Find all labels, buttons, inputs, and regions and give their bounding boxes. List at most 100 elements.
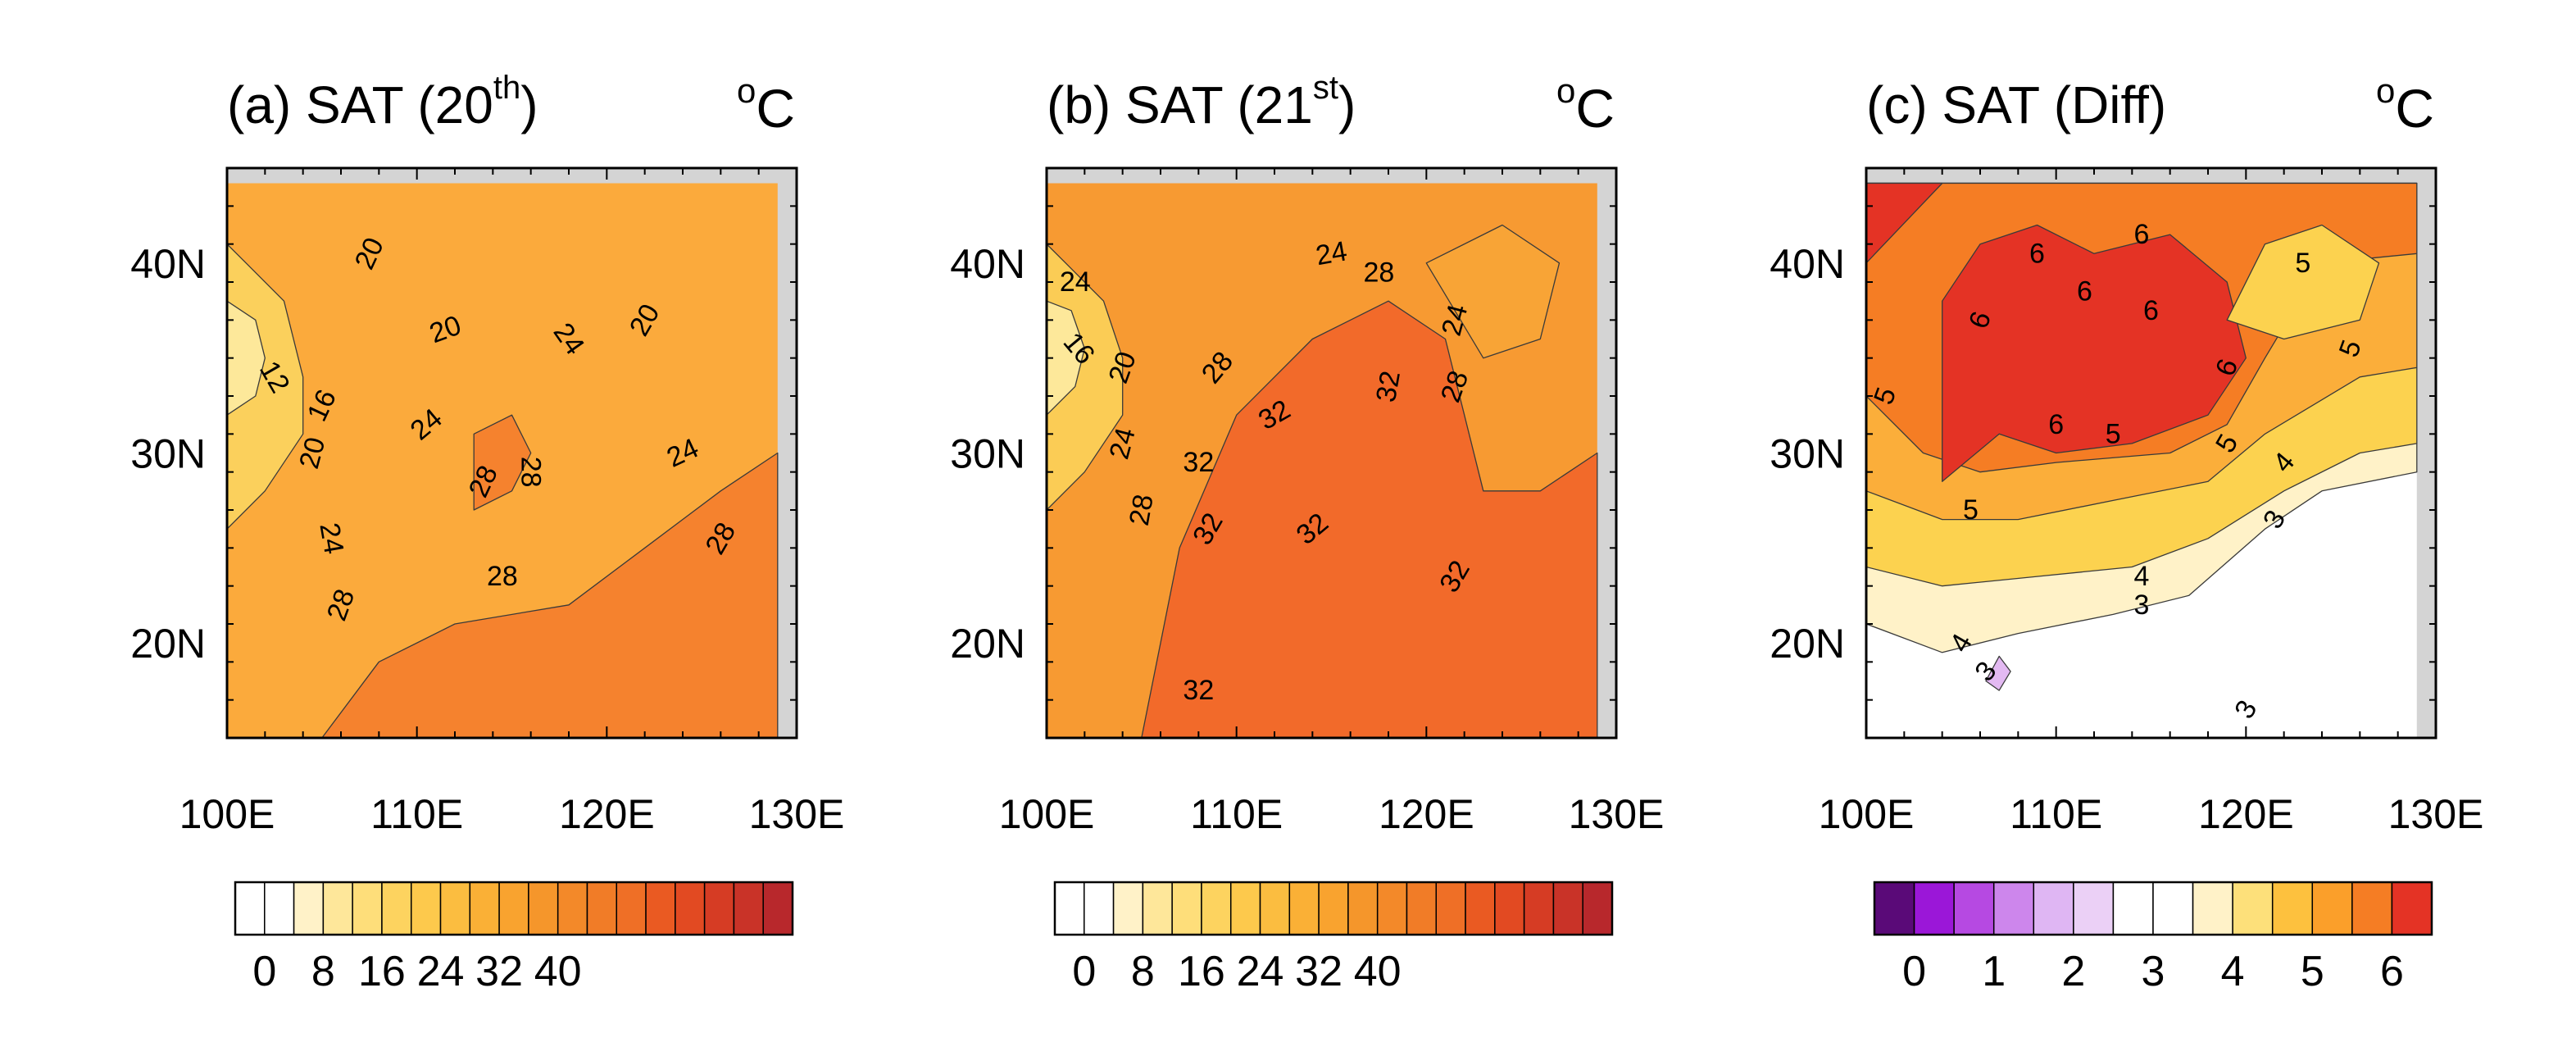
contour-label: 28 xyxy=(487,561,518,592)
colorbar-label: 1 xyxy=(1982,948,2006,995)
unit-label: oC xyxy=(1556,71,1615,139)
colorbar-swatch xyxy=(2073,881,2115,935)
title-suffix: ) xyxy=(520,75,538,134)
contour-label: 5 xyxy=(1963,494,1979,526)
colorbar-swatch xyxy=(352,881,383,935)
x-tick-label: 100E xyxy=(179,791,275,837)
contour-label: 5 xyxy=(2295,248,2310,279)
colorbar-swatch xyxy=(2311,881,2353,935)
region-hot-east xyxy=(1141,300,1598,738)
x-tick-label: 110E xyxy=(370,791,463,837)
colorbar-swatch xyxy=(1435,881,1466,935)
colorbar-label: 8 xyxy=(1131,948,1155,995)
colorbar-frame xyxy=(1873,881,2433,936)
axis-ticks xyxy=(1046,167,1617,739)
colorbar-swatch xyxy=(469,881,500,935)
y-tick-label: 30N xyxy=(950,431,1025,477)
colorbar-swatch xyxy=(498,881,529,935)
contour-label: 28 xyxy=(1364,257,1395,288)
contour-label: 32 xyxy=(1183,447,1214,478)
contour-label: 6 xyxy=(2029,238,2045,269)
colorbar-swatch xyxy=(1406,881,1438,935)
region-south-3 xyxy=(1985,655,2011,691)
contour-label: 32 xyxy=(1370,368,1406,404)
colorbar-swatch xyxy=(2033,881,2074,935)
colorbar-swatch xyxy=(1288,881,1320,935)
colorbar-label: 40 xyxy=(1354,948,1402,995)
region-core-6 xyxy=(1942,224,2247,482)
plot-frame xyxy=(225,166,798,740)
panel-title: (a) SAT (20th) xyxy=(227,70,538,134)
colorbar-swatch xyxy=(1112,881,1144,935)
colorbar: 0 8 16 24 32 40 xyxy=(234,881,794,995)
contour-label: 32 xyxy=(1183,675,1214,706)
colorbar-swatch xyxy=(1376,881,1408,935)
colorbar: 0 8 16 24 32 40 xyxy=(1053,881,1614,995)
colorbar-swatch xyxy=(410,881,442,935)
y-tick-label: 20N xyxy=(130,621,206,667)
colorbar-swatch xyxy=(293,881,325,935)
unit-degree: o xyxy=(737,71,756,110)
y-tick-label: 40N xyxy=(130,241,206,287)
contour-label: 4 xyxy=(2133,561,2149,592)
axis-ticks xyxy=(1865,167,2437,739)
y-tick-label: 40N xyxy=(1770,241,1845,287)
x-tick-label: 130E xyxy=(749,791,845,837)
colorbar-swatch xyxy=(1084,881,1115,935)
colorbar-swatch xyxy=(2192,881,2233,935)
contour-label: 3 xyxy=(2133,590,2149,621)
contour-label: 24 xyxy=(1060,266,1091,298)
title-superscript: st xyxy=(1313,70,1338,106)
colorbar-label: 24 xyxy=(417,948,465,995)
colorbar-swatch xyxy=(1171,881,1202,935)
colorbar-swatch xyxy=(234,881,266,935)
region-cooler-northeast xyxy=(1425,224,1561,359)
x-tick-label: 120E xyxy=(559,791,655,837)
colorbar-swatch xyxy=(322,881,353,935)
x-tick-label: 100E xyxy=(1819,791,1915,837)
unit-letter: C xyxy=(756,78,795,139)
colorbar-swatch xyxy=(1054,881,1085,935)
colorbar-swatch xyxy=(675,881,706,935)
colorbar-swatch xyxy=(616,881,647,935)
unit-letter: C xyxy=(2395,78,2434,139)
colorbar-swatch xyxy=(1552,881,1583,935)
region-nw-corner xyxy=(1866,182,1943,264)
colorbar-swatch xyxy=(1347,881,1379,935)
colorbar-label: 2 xyxy=(2061,948,2085,995)
contour-label: 24 xyxy=(313,521,349,557)
x-tick-label: 100E xyxy=(999,791,1095,837)
x-tick-label: 130E xyxy=(2388,791,2484,837)
colorbar-label: 16 xyxy=(358,948,406,995)
colorbar-swatch xyxy=(1494,881,1525,935)
colorbar-label: 24 xyxy=(1237,948,1284,995)
colorbar-swatch xyxy=(2112,881,2154,935)
region-warm-central xyxy=(473,414,532,511)
x-tick-label: 110E xyxy=(1190,791,1283,837)
colorbar-swatch xyxy=(2271,881,2314,935)
colorbar-label: 4 xyxy=(2221,948,2245,995)
unit-letter: C xyxy=(1575,78,1615,139)
colorbar-swatch xyxy=(586,881,618,935)
contour-label: 24 xyxy=(1314,235,1350,271)
panel-title: (b) SAT (21st) xyxy=(1047,70,1356,134)
colorbar: 0 1 2 3 4 5 6 xyxy=(1873,881,2433,995)
plot-frame xyxy=(1045,166,1618,740)
x-tick-label: 120E xyxy=(1379,791,1474,837)
title-suffix: ) xyxy=(1338,75,1356,134)
axis-ticks xyxy=(226,167,797,739)
unit-degree: o xyxy=(1556,71,1575,110)
contour-label: 6 xyxy=(2048,409,2064,440)
title-prefix: (c) SAT (Diff) xyxy=(1866,75,2166,134)
colorbar-swatch xyxy=(1259,881,1291,935)
plot-frame xyxy=(1865,166,2437,740)
colorbar-swatch xyxy=(381,881,412,935)
colorbar-swatch xyxy=(1142,881,1173,935)
region-cold-core xyxy=(227,300,266,416)
colorbar-label: 0 xyxy=(1902,948,1926,995)
colorbar-swatch xyxy=(762,881,793,935)
colorbar-swatch xyxy=(1582,881,1613,935)
